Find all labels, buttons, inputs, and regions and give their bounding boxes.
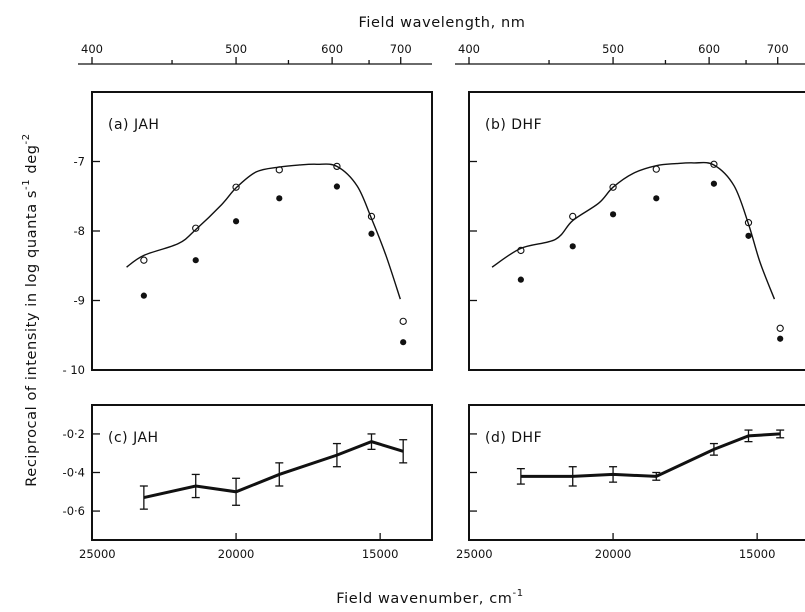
panel-c: -0·6 -0·4 -0·2 (c) JAH 25000 20000 15000 — [63, 404, 433, 561]
panel-label-c: (c) JAH — [108, 430, 159, 446]
open-point-b-6 — [776, 324, 784, 332]
filled-point-b-3 — [653, 195, 660, 202]
difference-line-c — [143, 440, 404, 500]
panel-d-frame — [468, 404, 805, 541]
filled-point-a-3 — [276, 195, 283, 202]
fit-curve-b — [491, 161, 776, 300]
filled-point-b-6 — [777, 335, 784, 342]
y-tick-label-c-0: -0·6 — [63, 504, 85, 518]
x-tick-label-d-1: 20000 — [595, 547, 632, 561]
top-tick-label-a-3: 700 — [390, 42, 412, 56]
error-bar-c-4 — [332, 442, 341, 468]
y-tick-label-a-3: -7 — [74, 155, 85, 169]
bottom-axis-title: Field wavenumber, cm-1 — [336, 588, 523, 607]
panel-label-b: (b) DHF — [485, 117, 542, 133]
top-tick-label-b-0: 400 — [458, 42, 480, 56]
y-tick-label-a-2: -8 — [74, 224, 85, 238]
top-tick-label-b-2: 600 — [698, 42, 720, 56]
top-tick-label-b-1: 500 — [602, 42, 624, 56]
top-axis-title: Field wavelength, nm — [358, 15, 525, 31]
y-tick-label-c-1: -0·4 — [63, 466, 85, 480]
open-point-a-6 — [399, 317, 407, 325]
filled-point-b-5 — [745, 232, 752, 239]
difference-line-d — [520, 432, 781, 478]
y-axis-title-mid: deg — [24, 144, 40, 178]
filled-point-a-0 — [140, 292, 147, 299]
y-axis-title-sup1: -1 — [21, 179, 32, 190]
open-point-a-1 — [192, 224, 200, 232]
error-bar-c-1 — [191, 473, 200, 499]
error-bar-d-1 — [568, 466, 577, 487]
error-bar-d-6 — [776, 429, 785, 439]
error-bar-c-6 — [399, 439, 408, 464]
y-axis-title-sup2: -2 — [21, 133, 32, 144]
bottom-axis-title-sup: -1 — [513, 588, 524, 599]
error-bar-c-3 — [275, 462, 284, 487]
filled-point-b-2 — [609, 211, 617, 218]
top-tick-label-b-3: 700 — [767, 42, 789, 56]
open-point-a-0 — [140, 256, 148, 264]
top-tick-label-a-2: 600 — [321, 42, 343, 56]
panel-d: (d) DHF 25000 20000 15000 — [456, 404, 805, 561]
panel-label-a: (a) JAH — [108, 117, 159, 133]
filled-point-a-4 — [333, 183, 341, 190]
x-tick-label-c-0: 25000 — [79, 547, 116, 561]
top-tick-label-a-1: 500 — [225, 42, 247, 56]
filled-point-a-5 — [368, 230, 375, 237]
y-axis-title: Reciprocal of intensity in log quanta s-… — [21, 133, 40, 486]
error-bar-c-5 — [367, 433, 376, 451]
filled-point-a-6 — [400, 339, 407, 346]
top-tick-label-a-0: 400 — [81, 42, 103, 56]
y-tick-label-a-0: - 10 — [63, 363, 85, 377]
x-tick-label-d-0: 25000 — [456, 547, 493, 561]
error-bar-d-0 — [516, 467, 525, 485]
filled-point-b-0 — [517, 276, 524, 283]
filled-point-b-1 — [569, 243, 576, 250]
filled-point-a-2 — [232, 218, 240, 225]
x-tick-label-d-2: 15000 — [739, 547, 776, 561]
open-point-b-1 — [569, 212, 577, 221]
y-axis-title-text: Reciprocal of intensity in log quanta s — [24, 190, 40, 487]
error-bar-d-2 — [609, 466, 618, 483]
y-tick-label-c-2: -0·2 — [63, 427, 85, 441]
error-bar-d-5 — [744, 429, 753, 443]
y-tick-label-a-1: -9 — [74, 294, 85, 308]
fit-curve-a — [126, 163, 401, 300]
panel-b: (b) DHF — [468, 91, 805, 371]
panel-a-frame — [91, 91, 433, 371]
bottom-axis-title-text: Field wavenumber, cm — [336, 591, 512, 607]
error-bar-c-2 — [232, 477, 241, 506]
error-bar-c-0 — [139, 485, 148, 510]
error-bar-d-3 — [652, 471, 661, 481]
top-wavelength-axis-left: 400 500 600 700 — [78, 42, 432, 65]
error-bar-d-4 — [709, 442, 718, 456]
panel-c-frame — [91, 404, 433, 541]
filled-point-b-4 — [710, 180, 718, 187]
panel-a: - 10 -9 -8 -7 (a) JAH — [63, 91, 433, 377]
x-tick-label-c-2: 15000 — [362, 547, 399, 561]
panel-b-frame — [468, 91, 805, 371]
top-wavelength-axis-right: 400 500 600 700 — [455, 42, 805, 65]
open-point-b-3 — [652, 165, 660, 173]
x-tick-label-c-1: 20000 — [218, 547, 255, 561]
panel-label-d: (d) DHF — [485, 430, 542, 446]
filled-point-a-1 — [192, 257, 199, 264]
